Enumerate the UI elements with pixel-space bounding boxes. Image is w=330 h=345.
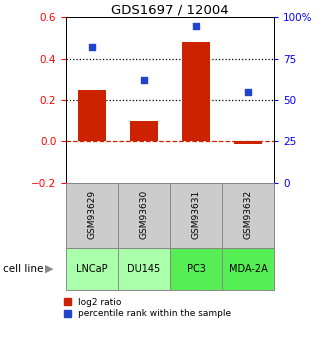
Text: GSM93629: GSM93629 (87, 190, 96, 239)
Bar (234, 141, 262, 144)
Text: ▶: ▶ (45, 264, 53, 274)
Legend: log2 ratio, percentile rank within the sample: log2 ratio, percentile rank within the s… (64, 298, 231, 318)
Text: GSM93632: GSM93632 (244, 190, 252, 239)
Bar (118, 183, 170, 248)
Bar (222, 183, 274, 248)
Bar (66, 183, 118, 248)
Text: GSM93630: GSM93630 (140, 190, 148, 239)
Point (141, 77, 147, 83)
Text: LNCaP: LNCaP (76, 264, 108, 274)
Text: PC3: PC3 (186, 264, 205, 274)
Title: GDS1697 / 12004: GDS1697 / 12004 (111, 3, 229, 16)
Text: cell line: cell line (3, 264, 44, 274)
Text: MDA-2A: MDA-2A (229, 264, 267, 274)
Point (193, 23, 199, 28)
Bar (118, 248, 170, 290)
Bar (182, 42, 210, 141)
Bar (78, 90, 106, 141)
Text: DU145: DU145 (127, 264, 161, 274)
Bar (222, 248, 274, 290)
Bar (170, 183, 222, 248)
Bar (170, 248, 222, 290)
Bar (66, 248, 118, 290)
Text: GSM93631: GSM93631 (191, 190, 200, 239)
Point (89, 44, 95, 50)
Point (245, 89, 250, 95)
Bar (130, 121, 158, 141)
